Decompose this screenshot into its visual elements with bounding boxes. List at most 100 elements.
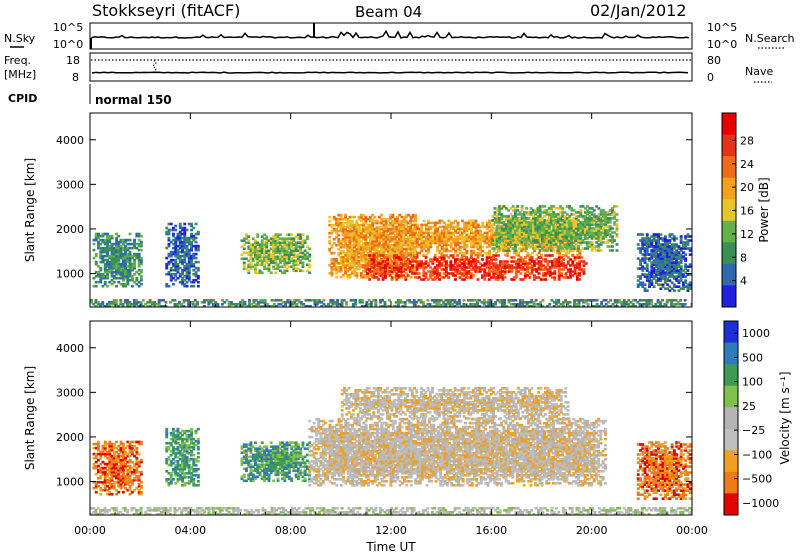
data-cell	[533, 250, 536, 253]
data-cell	[93, 249, 96, 252]
data-cell	[190, 223, 193, 226]
data-cell	[409, 254, 412, 257]
data-cell	[335, 258, 338, 261]
data-cell	[247, 235, 250, 238]
data-cell	[472, 274, 475, 277]
data-cell	[186, 285, 189, 288]
data-cell	[646, 233, 649, 236]
data-cell	[405, 254, 408, 257]
data-cell	[488, 250, 491, 253]
data-cell	[170, 223, 173, 226]
data-cell	[438, 272, 441, 275]
data-cell	[553, 276, 556, 279]
data-cell	[368, 254, 371, 257]
data-cell	[247, 239, 250, 242]
data-cell	[689, 281, 692, 284]
data-cell	[616, 205, 619, 208]
data-cell	[368, 278, 371, 281]
cpid-value: normal 150	[95, 93, 172, 107]
data-cell	[337, 234, 340, 237]
data-cell	[391, 276, 394, 279]
data-cell	[616, 233, 619, 236]
freq-series-line	[92, 72, 688, 73]
data-cell	[560, 272, 563, 275]
data-cell	[544, 278, 547, 281]
data-cell	[613, 239, 616, 242]
data-cell	[351, 220, 354, 223]
data-cell	[477, 278, 480, 281]
data-cell	[497, 254, 500, 257]
data-cell	[644, 283, 647, 286]
data-cell	[500, 243, 503, 246]
data-cell	[491, 227, 494, 230]
data-cell	[538, 272, 541, 275]
data-cell	[481, 258, 484, 261]
data-cell	[243, 262, 246, 265]
freq-panel: Freq. [MHz] 18 8 80 0 Nave	[4, 53, 773, 84]
data-cell	[684, 253, 687, 256]
data-cell	[416, 224, 419, 227]
data-cell	[256, 233, 259, 236]
data-cell	[243, 248, 246, 251]
freq-tick-top: 18	[66, 54, 80, 67]
data-cell	[142, 299, 145, 302]
data-cell	[117, 235, 120, 238]
data-cell	[659, 233, 662, 236]
data-cell	[653, 285, 656, 288]
data-cell	[197, 261, 200, 264]
data-cell	[418, 272, 421, 275]
data-cell	[140, 241, 143, 244]
data-cell	[396, 220, 399, 223]
data-cell	[377, 278, 380, 281]
data-cell	[195, 237, 198, 240]
data-cell	[664, 235, 667, 238]
data-cell	[452, 254, 455, 257]
data-cell	[355, 272, 358, 275]
data-cell	[466, 250, 469, 253]
data-cell	[129, 239, 132, 242]
data-cell	[551, 254, 554, 257]
data-cell	[553, 270, 556, 273]
data-cell	[106, 285, 109, 288]
data-cell	[673, 289, 676, 292]
data-cell	[641, 233, 644, 236]
data-cell	[115, 285, 118, 288]
data-cell	[611, 235, 614, 238]
data-cell	[687, 269, 690, 272]
data-cell	[138, 253, 141, 256]
data-cell	[302, 233, 305, 236]
data-cell	[386, 258, 389, 261]
data-cell	[104, 281, 107, 284]
data-cell	[689, 253, 692, 256]
plot-title: Stokkseyri (fitACF)	[92, 1, 240, 20]
data-cell	[561, 207, 564, 210]
data-cell	[529, 276, 532, 279]
data-cell	[616, 223, 619, 226]
data-cell	[481, 246, 484, 249]
data-cell	[328, 216, 331, 219]
data-cell	[531, 256, 534, 259]
data-cell	[495, 258, 498, 261]
data-cell	[174, 299, 177, 302]
data-cell	[611, 249, 614, 252]
nave-tick-top: 80	[707, 54, 721, 67]
data-cell	[216, 303, 219, 306]
data-cell	[140, 249, 143, 252]
data-cell	[265, 235, 268, 238]
data-cell	[197, 267, 200, 270]
data-cell	[308, 248, 311, 251]
data-cell	[593, 209, 596, 212]
data-cell	[140, 275, 143, 278]
data-cell	[410, 276, 413, 279]
data-cell	[335, 276, 338, 279]
data-cell	[261, 272, 264, 275]
data-cell	[195, 223, 198, 226]
data-cell	[521, 205, 524, 208]
data-cell	[172, 283, 175, 286]
data-cell	[392, 214, 395, 217]
data-cell	[562, 258, 565, 261]
data-cell	[689, 263, 692, 266]
data-cell	[197, 281, 200, 284]
data-cell	[675, 237, 678, 240]
data-cell	[140, 235, 143, 238]
